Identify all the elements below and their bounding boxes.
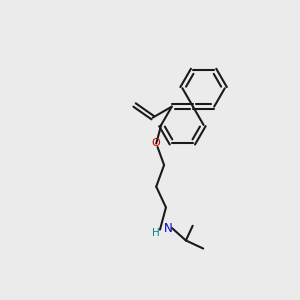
Text: H: H	[152, 228, 160, 238]
Text: O: O	[152, 139, 161, 148]
Text: N: N	[164, 222, 172, 235]
